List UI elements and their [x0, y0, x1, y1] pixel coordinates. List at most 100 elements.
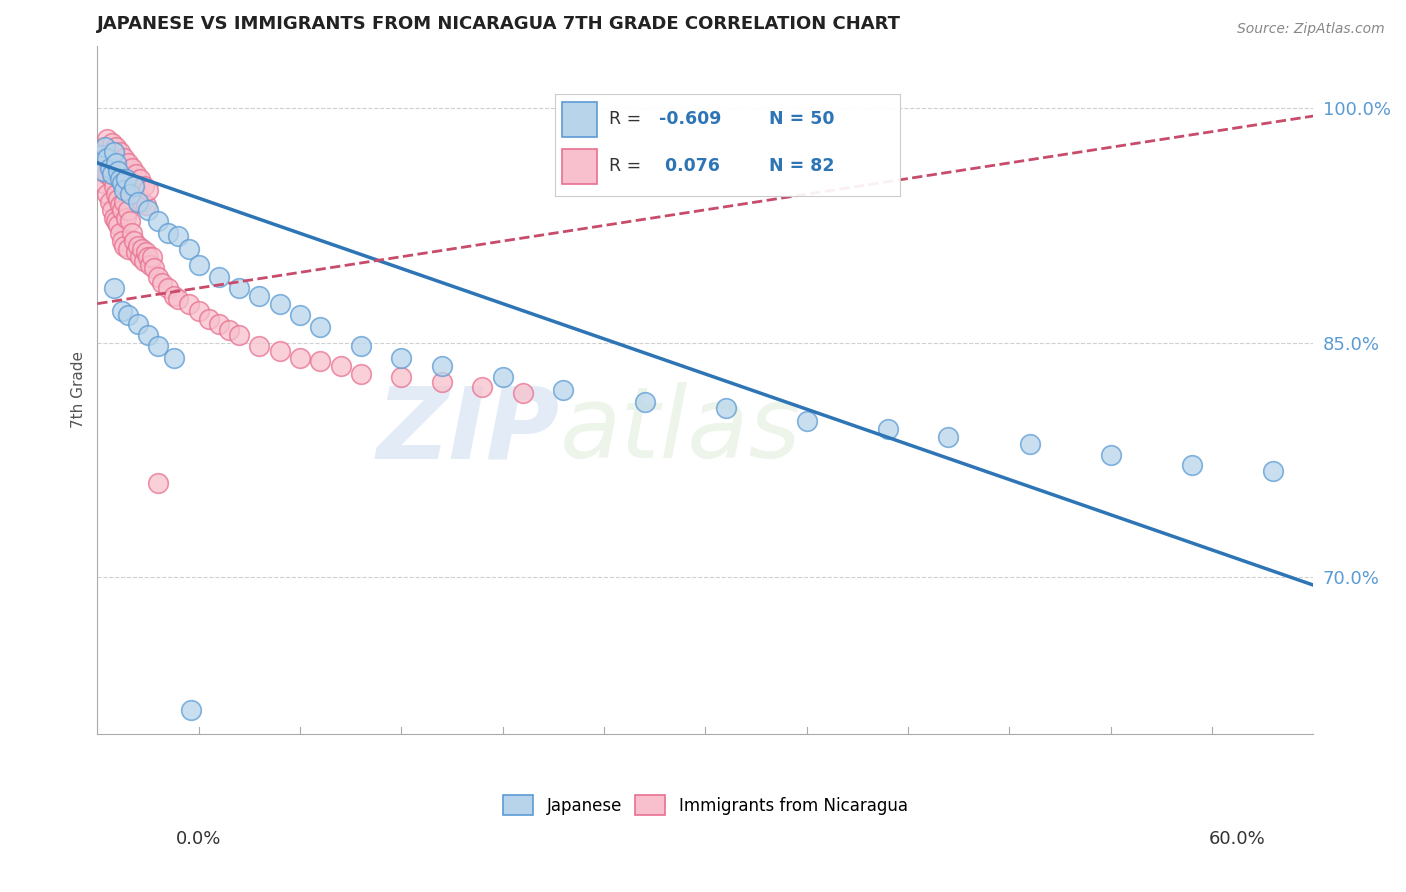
Point — [117, 156, 139, 170]
Point — [108, 227, 131, 241]
Point — [136, 250, 159, 264]
Point — [146, 476, 169, 491]
Text: 0.076: 0.076 — [658, 158, 720, 176]
Point — [163, 351, 186, 366]
Point — [96, 167, 118, 181]
Point — [111, 234, 134, 248]
Point — [108, 171, 131, 186]
Point — [269, 296, 291, 310]
Point — [187, 258, 209, 272]
Point — [100, 202, 122, 217]
Point — [228, 281, 250, 295]
Point — [136, 327, 159, 342]
Point — [104, 187, 127, 202]
Point — [114, 171, 136, 186]
Point — [108, 198, 131, 212]
Point — [150, 277, 173, 291]
Point — [100, 136, 122, 150]
Point — [269, 343, 291, 358]
Point — [125, 167, 148, 181]
Point — [127, 317, 149, 331]
Point — [90, 163, 112, 178]
FancyBboxPatch shape — [562, 102, 596, 136]
Point — [136, 202, 159, 217]
Point — [98, 161, 121, 175]
Point — [167, 292, 190, 306]
Point — [135, 245, 157, 260]
Point — [98, 148, 121, 162]
Point — [180, 703, 202, 717]
Point — [492, 370, 515, 384]
Point — [107, 192, 129, 206]
Point — [121, 161, 143, 175]
Point — [350, 339, 373, 353]
Point — [208, 270, 231, 285]
Point — [136, 182, 159, 196]
Point — [430, 359, 453, 374]
Point — [107, 219, 129, 233]
Point — [129, 250, 152, 264]
Point — [309, 354, 332, 368]
Text: Source: ZipAtlas.com: Source: ZipAtlas.com — [1237, 22, 1385, 37]
Point — [111, 202, 134, 217]
Point — [1018, 437, 1040, 451]
Point — [143, 260, 166, 275]
Point — [1181, 458, 1204, 472]
Point — [796, 414, 818, 428]
Point — [132, 179, 155, 194]
Point — [112, 182, 135, 196]
Point — [288, 351, 311, 366]
Point — [103, 179, 125, 194]
Point — [100, 171, 122, 186]
Point — [104, 156, 127, 170]
Point — [177, 296, 200, 310]
Point — [108, 145, 131, 159]
Point — [135, 198, 157, 212]
Point — [111, 167, 134, 181]
Text: 0.0%: 0.0% — [176, 830, 221, 847]
Point — [163, 289, 186, 303]
Point — [146, 339, 169, 353]
Point — [122, 179, 145, 194]
Point — [112, 194, 135, 209]
Point — [146, 214, 169, 228]
Text: R =: R = — [609, 111, 647, 128]
Point — [118, 214, 141, 228]
Point — [177, 242, 200, 256]
Point — [103, 145, 125, 159]
Point — [187, 304, 209, 318]
Text: R =: R = — [609, 158, 647, 176]
Point — [89, 151, 111, 165]
Point — [430, 375, 453, 389]
Point — [111, 176, 134, 190]
Point — [125, 245, 148, 260]
Text: 60.0%: 60.0% — [1209, 830, 1265, 847]
Point — [131, 242, 153, 256]
Point — [121, 227, 143, 241]
Text: atlas: atlas — [560, 383, 801, 479]
Point — [96, 132, 118, 146]
Point — [249, 289, 271, 303]
Point — [127, 187, 149, 202]
Point — [389, 370, 412, 384]
Point — [350, 367, 373, 381]
Point — [157, 227, 180, 241]
Point — [103, 281, 125, 295]
Point — [114, 211, 136, 225]
Point — [633, 395, 655, 409]
Point — [117, 202, 139, 217]
Point — [104, 214, 127, 228]
Point — [208, 317, 231, 331]
Point — [107, 161, 129, 175]
Point — [93, 140, 115, 154]
Point — [100, 167, 122, 181]
Text: N = 82: N = 82 — [769, 158, 834, 176]
Point — [96, 151, 118, 165]
Point — [112, 239, 135, 253]
Point — [141, 250, 163, 264]
Point — [127, 239, 149, 253]
Point — [103, 156, 125, 170]
Point — [131, 194, 153, 209]
Point — [118, 187, 141, 202]
Point — [714, 401, 737, 416]
